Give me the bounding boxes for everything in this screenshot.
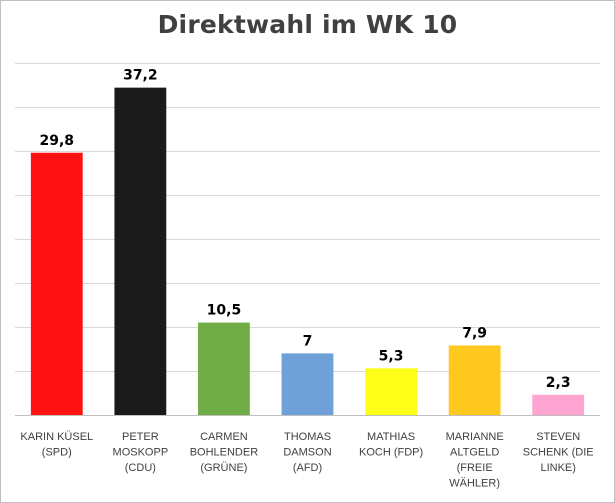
- category-label: MATHIAS KOCH (FDP): [359, 431, 423, 459]
- data-label: 5,3: [379, 348, 404, 364]
- category-label: KARIN KÜSEL (SPD): [20, 431, 93, 459]
- bar: [30, 152, 83, 415]
- bar: [198, 322, 250, 415]
- category-label: CARMEN BOHLENDER (GRÜNE): [190, 431, 259, 474]
- category-label: STEVEN SCHENK (DIE LINKE): [523, 431, 594, 474]
- bar: [281, 353, 334, 415]
- category-label: MARIANNE ALTGELD (FREIE WÄHLER): [446, 431, 504, 490]
- bar: [365, 368, 417, 415]
- data-label: 7,9: [462, 325, 487, 341]
- data-label: 10,5: [207, 303, 242, 319]
- chart-title: Direktwahl im WK 10: [157, 10, 458, 39]
- data-label: 29,8: [40, 133, 75, 149]
- bar: [114, 87, 167, 415]
- bar: [448, 345, 501, 415]
- data-label: 2,3: [546, 375, 571, 391]
- category-label: THOMAS DAMSON (AFD): [283, 431, 331, 474]
- data-label: 37,2: [123, 68, 158, 84]
- bar: [532, 394, 585, 415]
- category-label: PETER MOSKOPP (CDU): [113, 431, 169, 474]
- data-label: 7: [303, 333, 313, 349]
